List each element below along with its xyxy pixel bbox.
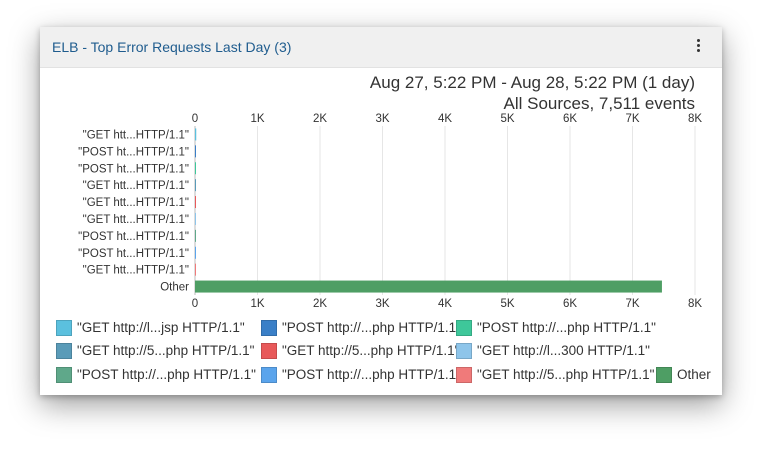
legend-label: Other — [677, 367, 711, 382]
panel-header: ELB - Top Error Requests Last Day (3) — [40, 27, 722, 68]
category-label: "GET htt...HTTP/1.1" — [83, 197, 189, 209]
x-tick-label-top: 6K — [563, 113, 577, 125]
legend-swatch — [456, 343, 472, 359]
x-tick-label-bottom: 1K — [250, 298, 264, 310]
x-tick-label-bottom: 6K — [563, 298, 577, 310]
bar-chart: 0 1K 2K 3K 4K 5K 6K 7K 8K 0 1K 2K 3K 4K 5K 6K 7K 8K "GET… — [78, 113, 703, 310]
category-label: "POST ht...HTTP/1.1" — [78, 248, 189, 260]
bars — [195, 128, 662, 293]
legend-label: "GET http://l...300 HTTP/1.1" — [477, 343, 650, 358]
x-tick-label-bottom: 4K — [438, 298, 452, 310]
x-tick-label-bottom: 0 — [192, 298, 198, 310]
chart-panel: ELB - Top Error Requests Last Day (3) Au… — [40, 27, 722, 395]
bar[interactable] — [195, 162, 196, 175]
legend-label: "GET http://l...jsp HTTP/1.1" — [77, 320, 245, 335]
legend-swatch — [261, 320, 277, 336]
category-label: "POST ht...HTTP/1.1" — [78, 163, 189, 175]
category-label: "POST ht...HTTP/1.1" — [78, 231, 189, 243]
x-tick-label-bottom: 5K — [500, 298, 514, 310]
x-tick-label-top: 8K — [688, 113, 702, 125]
legend-label: "POST http://...php HTTP/1.1" — [77, 367, 256, 382]
bar[interactable] — [195, 145, 196, 158]
category-label: Other — [160, 282, 189, 294]
legend-swatch — [261, 367, 277, 383]
legend-label: "POST http://...php HTTP/1.1" — [282, 367, 461, 382]
x-tick-label-bottom: 7K — [625, 298, 639, 310]
kebab-menu-icon[interactable] — [694, 38, 702, 54]
legend-label: "GET http://5...php HTTP/1.1" — [477, 367, 655, 382]
x-tick-label-top: 4K — [438, 113, 452, 125]
y-axis-labels: "GET htt...HTTP/1.1" "POST ht...HTTP/1.1"… — [78, 129, 189, 293]
legend-swatch — [456, 320, 472, 336]
bar[interactable] — [195, 196, 196, 209]
legend-label: "GET http://5...php HTTP/1.1" — [282, 343, 460, 358]
bar[interactable] — [195, 280, 662, 293]
bar[interactable] — [195, 128, 197, 141]
legend-swatch — [56, 320, 72, 336]
legend-swatch — [456, 367, 472, 383]
x-tick-label-top: 7K — [625, 113, 639, 125]
x-tick-label-top: 2K — [313, 113, 327, 125]
x-tick-label-top: 1K — [250, 113, 264, 125]
legend-swatch — [656, 367, 672, 383]
legend-swatch — [56, 367, 72, 383]
bar[interactable] — [195, 212, 196, 225]
legend-label: "POST http://...php HTTP/1.1" — [477, 320, 656, 335]
x-tick-label-top: 3K — [375, 113, 389, 125]
category-label: "GET htt...HTTP/1.1" — [83, 214, 189, 226]
legend-swatch — [56, 343, 72, 359]
x-tick-label-top: 0 — [192, 113, 198, 125]
bar[interactable] — [195, 263, 196, 276]
legend-label: "GET http://5...php HTTP/1.1" — [77, 343, 255, 358]
category-label: "GET htt...HTTP/1.1" — [83, 180, 189, 192]
x-tick-label-bottom: 8K — [688, 298, 702, 310]
x-tick-label-bottom: 2K — [313, 298, 327, 310]
event-summary: All Sources, 7,511 events — [503, 94, 695, 113]
gridlines — [194, 126, 696, 295]
category-label: "GET htt...HTTP/1.1" — [83, 129, 189, 141]
time-range: Aug 27, 5:22 PM - Aug 28, 5:22 PM (1 day… — [369, 73, 695, 92]
x-axis-top: 0 1K 2K 3K 4K 5K 6K 7K 8K — [192, 113, 703, 125]
legend-label: "POST http://...php HTTP/1.1" — [282, 320, 461, 335]
x-tick-label-top: 5K — [500, 113, 514, 125]
x-axis-bottom: 0 1K 2K 3K 4K 5K 6K 7K 8K — [192, 298, 703, 310]
category-label: "GET htt...HTTP/1.1" — [83, 265, 189, 277]
panel-title: ELB - Top Error Requests Last Day (3) — [52, 39, 292, 55]
bar[interactable] — [195, 229, 196, 242]
bar[interactable] — [195, 179, 196, 192]
bar[interactable] — [195, 246, 196, 259]
category-label: "POST ht...HTTP/1.1" — [78, 146, 189, 158]
legend-swatch — [261, 343, 277, 359]
x-tick-label-bottom: 3K — [375, 298, 389, 310]
